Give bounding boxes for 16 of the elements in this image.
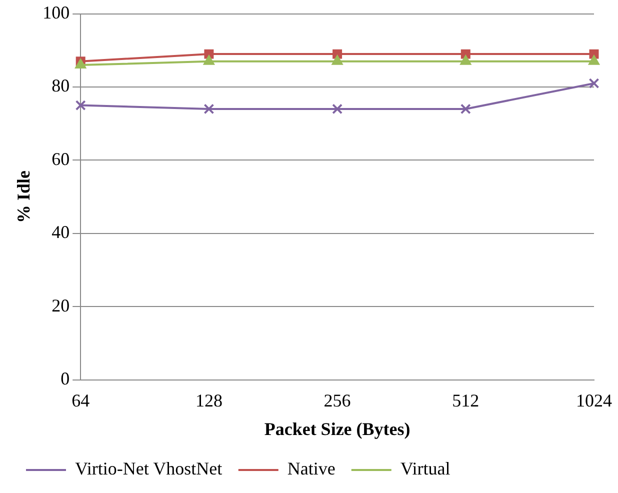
legend-label: Native xyxy=(287,458,336,479)
y-tick-label: 60 xyxy=(52,148,70,169)
y-tick-label: 20 xyxy=(52,295,70,316)
y-tick-label: 0 xyxy=(60,368,70,389)
x-tick-label: 128 xyxy=(195,390,222,410)
legend-label: Virtio-Net VhostNet xyxy=(75,458,222,479)
x-axis-title: Packet Size (Bytes) xyxy=(264,418,410,439)
legend-label: Virtual xyxy=(400,458,450,479)
y-tick-label: 80 xyxy=(52,76,70,96)
x-tick-label: 1024 xyxy=(576,390,612,410)
x-tick-label: 64 xyxy=(72,390,90,410)
y-tick-label: 40 xyxy=(52,222,70,242)
x-tick-label: 256 xyxy=(324,390,351,410)
x-tick-label: 512 xyxy=(452,390,480,410)
y-tick-label: 100 xyxy=(42,2,70,23)
y-axis-title: % Idle xyxy=(13,170,34,224)
